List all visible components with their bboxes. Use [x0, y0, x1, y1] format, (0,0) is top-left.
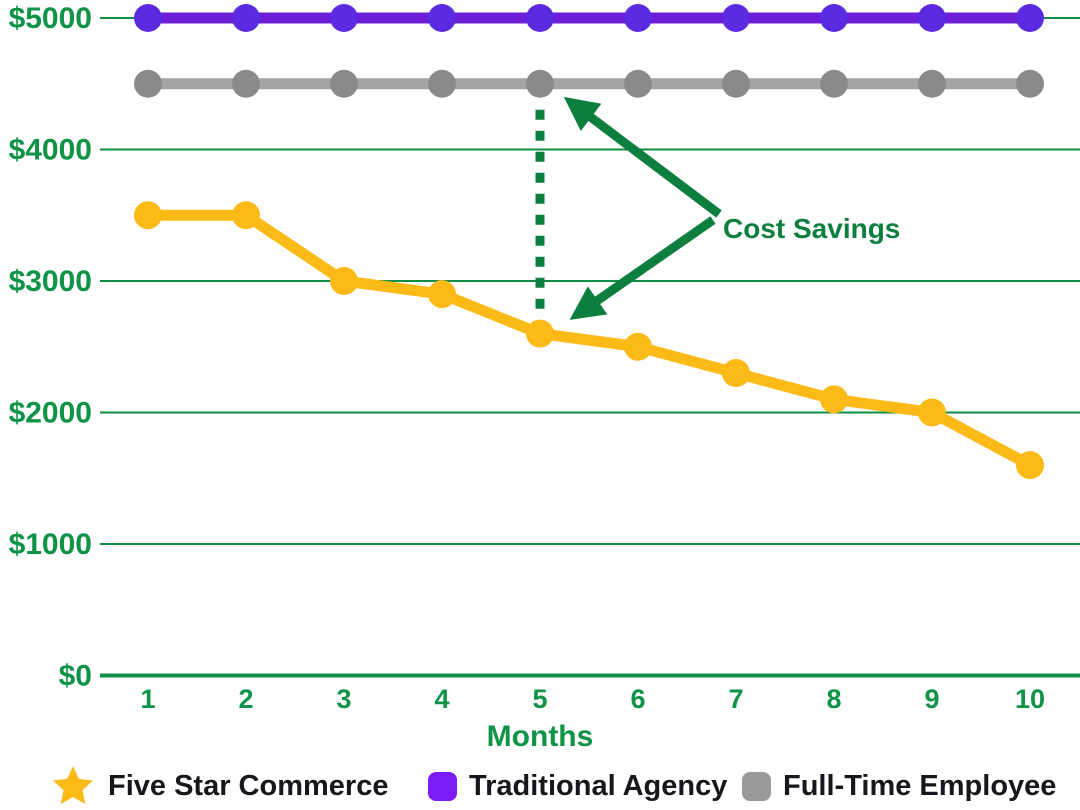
data-point-traditional-agency-month-1	[134, 4, 162, 32]
data-point-traditional-agency-month-9	[918, 4, 946, 32]
legend-item-full-time-employee: Full-Time Employee	[742, 762, 1056, 810]
x-tick-label-10: 10	[1015, 684, 1045, 714]
annotation-arrow-upper	[563, 96, 722, 218]
legend-label-five-star-commerce: Five Star Commerce	[108, 769, 389, 802]
star-icon	[53, 766, 93, 804]
data-point-five-star-commerce-month-5	[526, 319, 554, 348]
y-axis-label-1000: $1000	[9, 528, 92, 561]
data-point-full-time-employee-month-6	[624, 69, 652, 98]
data-point-full-time-employee-month-5	[526, 69, 554, 98]
data-point-full-time-employee-month-9	[918, 69, 946, 98]
cost-comparison-chart: $5000 $4000 $3000 $2000 $1000 $0 1 2 3 4 5 6 7 8 9 10 Mo…	[9, 2, 1080, 753]
data-point-traditional-agency-month-5	[526, 4, 554, 32]
x-tick-label-9: 9	[924, 684, 939, 714]
purple-square-swatch	[428, 771, 457, 801]
y-axis-label-4000: $4000	[9, 134, 92, 167]
data-point-traditional-agency-month-7	[722, 4, 750, 32]
cost-savings-annotation: Cost Savings	[723, 213, 900, 244]
data-point-five-star-commerce-month-6	[624, 332, 652, 361]
data-point-five-star-commerce-month-3	[330, 267, 358, 295]
y-axis-label-3000: $3000	[9, 265, 92, 298]
data-point-traditional-agency-month-4	[428, 4, 456, 32]
x-tick-label-2: 2	[238, 684, 253, 714]
data-point-full-time-employee-month-1	[134, 69, 162, 98]
data-point-traditional-agency-month-6	[624, 4, 652, 32]
x-tick-label-4: 4	[434, 684, 449, 714]
x-tick-label-6: 6	[630, 684, 645, 714]
x-tick-label-7: 7	[728, 684, 743, 714]
data-point-traditional-agency-month-3	[330, 4, 358, 32]
data-point-full-time-employee-month-2	[232, 69, 260, 98]
data-point-traditional-agency-month-10	[1016, 4, 1044, 32]
y-axis-label-2000: $2000	[9, 397, 92, 430]
data-point-full-time-employee-month-10	[1016, 69, 1044, 98]
data-point-full-time-employee-month-7	[722, 69, 750, 98]
data-point-full-time-employee-month-8	[820, 69, 848, 98]
x-tick-label-3: 3	[336, 684, 351, 714]
data-point-five-star-commerce-month-2	[232, 201, 260, 230]
data-point-five-star-commerce-month-4	[428, 280, 456, 309]
legend-item-traditional-agency: Traditional Agency	[428, 762, 727, 810]
y-axis-label-5000: $5000	[9, 2, 92, 35]
legend-label-full-time-employee: Full-Time Employee	[783, 769, 1057, 802]
x-tick-label-8: 8	[826, 684, 841, 714]
x-tick-label-5: 5	[532, 684, 547, 714]
data-point-traditional-agency-month-8	[820, 4, 848, 32]
data-point-five-star-commerce-month-10	[1016, 451, 1044, 480]
data-point-five-star-commerce-month-8	[820, 385, 848, 414]
y-axis-label-0: $0	[59, 660, 92, 693]
x-axis-title: Months	[487, 720, 594, 753]
data-point-five-star-commerce-month-1	[134, 201, 162, 230]
gray-square-swatch	[742, 771, 771, 801]
chart-legend: Five Star Commerce Traditional Agency Fu…	[0, 762, 1080, 810]
data-point-full-time-employee-month-3	[330, 69, 358, 98]
data-point-traditional-agency-month-2	[232, 4, 260, 32]
data-point-full-time-employee-month-4	[428, 69, 456, 98]
legend-item-five-star-commerce: Five Star Commerce	[50, 762, 388, 810]
data-point-five-star-commerce-month-7	[722, 359, 750, 388]
series-line-five-star-commerce	[142, 209, 1036, 471]
data-point-five-star-commerce-month-9	[918, 398, 946, 427]
legend-label-traditional-agency: Traditional Agency	[469, 769, 728, 802]
annotation-arrow-lower	[569, 216, 716, 320]
x-tick-label-1: 1	[140, 684, 155, 714]
